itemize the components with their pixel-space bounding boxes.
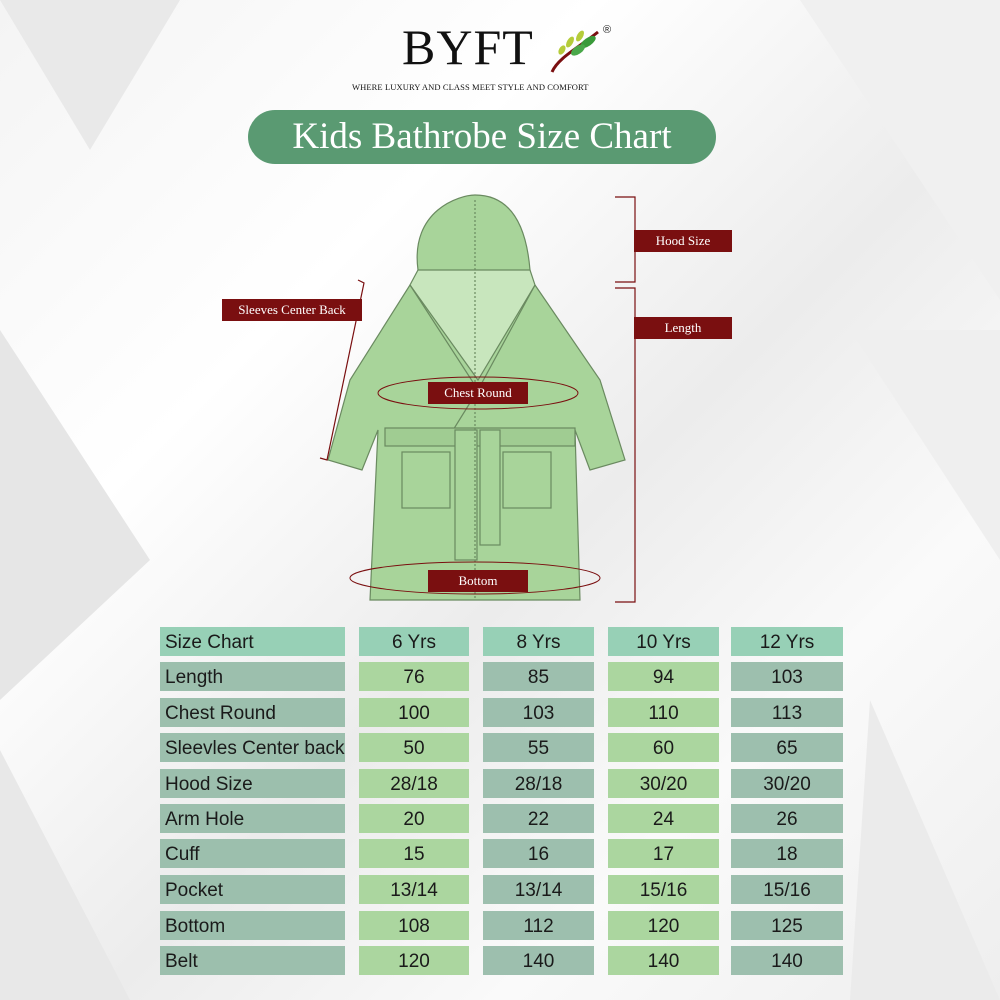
label-hood-size: Hood Size xyxy=(634,230,732,252)
table-cell: 17 xyxy=(608,839,719,868)
table-cell: 24 xyxy=(608,804,719,833)
table-header-size: 10 Yrs xyxy=(608,627,719,656)
table-cell: 100 xyxy=(359,698,469,727)
table-cell: 125 xyxy=(731,911,843,940)
label-bottom: Bottom xyxy=(428,570,528,592)
table-cell: 13/14 xyxy=(483,875,594,904)
table-cell: 13/14 xyxy=(359,875,469,904)
page-title: Kids Bathrobe Size Chart xyxy=(248,110,716,164)
row-label: Cuff xyxy=(160,839,345,868)
table-cell: 30/20 xyxy=(608,769,719,798)
row-label: Arm Hole xyxy=(160,804,345,833)
table-cell: 65 xyxy=(731,733,843,762)
table-cell: 110 xyxy=(608,698,719,727)
table-cell: 28/18 xyxy=(483,769,594,798)
table-header-size: 6 Yrs xyxy=(359,627,469,656)
table-cell: 85 xyxy=(483,662,594,691)
brand-logo: BYFT xyxy=(402,19,534,75)
label-sleeves-center-back: Sleeves Center Back xyxy=(222,299,362,321)
table-cell: 140 xyxy=(483,946,594,975)
table-cell: 50 xyxy=(359,733,469,762)
table-header-size: 12 Yrs xyxy=(731,627,843,656)
table-cell: 94 xyxy=(608,662,719,691)
table-cell: 76 xyxy=(359,662,469,691)
row-label: Bottom xyxy=(160,911,345,940)
row-label: Pocket xyxy=(160,875,345,904)
table-cell: 30/20 xyxy=(731,769,843,798)
table-cell: 103 xyxy=(731,662,843,691)
row-label: Chest Round xyxy=(160,698,345,727)
table-header-label: Size Chart xyxy=(160,627,345,656)
table-cell: 103 xyxy=(483,698,594,727)
table-cell: 140 xyxy=(608,946,719,975)
table-cell: 20 xyxy=(359,804,469,833)
brand-tagline: WHERE LUXURY AND CLASS MEET STYLE AND CO… xyxy=(352,82,589,92)
row-label: Hood Size xyxy=(160,769,345,798)
table-cell: 112 xyxy=(483,911,594,940)
row-label: Belt xyxy=(160,946,345,975)
table-cell: 113 xyxy=(731,698,843,727)
leaf-logo-icon xyxy=(550,30,599,73)
label-length: Length xyxy=(634,317,732,339)
table-cell: 60 xyxy=(608,733,719,762)
registered-mark: ® xyxy=(603,24,612,36)
table-cell: 28/18 xyxy=(359,769,469,798)
table-cell: 15 xyxy=(359,839,469,868)
table-header-size: 8 Yrs xyxy=(483,627,594,656)
row-label: Length xyxy=(160,662,345,691)
table-cell: 16 xyxy=(483,839,594,868)
table-cell: 140 xyxy=(731,946,843,975)
table-cell: 26 xyxy=(731,804,843,833)
table-cell: 15/16 xyxy=(608,875,719,904)
table-cell: 120 xyxy=(608,911,719,940)
table-cell: 108 xyxy=(359,911,469,940)
table-cell: 22 xyxy=(483,804,594,833)
table-cell: 55 xyxy=(483,733,594,762)
table-cell: 120 xyxy=(359,946,469,975)
table-cell: 18 xyxy=(731,839,843,868)
row-label: Sleevles Center back xyxy=(160,733,345,762)
label-chest-round: Chest Round xyxy=(428,382,528,404)
bathrobe-illustration xyxy=(319,194,636,603)
table-cell: 15/16 xyxy=(731,875,843,904)
